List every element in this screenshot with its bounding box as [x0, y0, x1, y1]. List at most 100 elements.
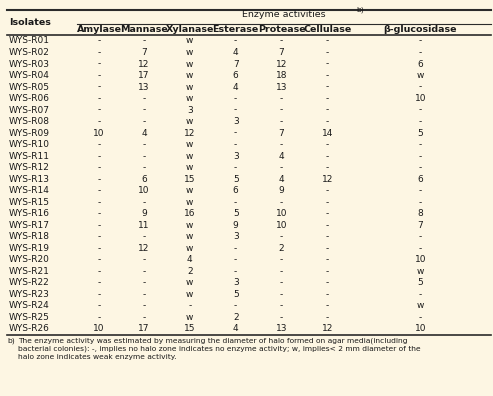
Text: 5: 5 — [418, 129, 423, 137]
Text: -: - — [280, 278, 283, 287]
Text: WYS-R25: WYS-R25 — [9, 313, 50, 322]
Text: -: - — [98, 186, 101, 195]
Text: 10: 10 — [94, 129, 105, 137]
Text: 17: 17 — [138, 71, 150, 80]
Text: -: - — [98, 278, 101, 287]
Text: 5: 5 — [418, 278, 423, 287]
Text: w: w — [186, 278, 193, 287]
Text: -: - — [234, 106, 237, 114]
Text: 2: 2 — [187, 267, 193, 276]
Text: w: w — [186, 59, 193, 69]
Text: 7: 7 — [418, 221, 423, 230]
Text: 18: 18 — [276, 71, 287, 80]
Text: w: w — [186, 221, 193, 230]
Text: 6: 6 — [233, 71, 239, 80]
Text: -: - — [98, 117, 101, 126]
Text: -: - — [98, 152, 101, 161]
Text: w: w — [186, 152, 193, 161]
Text: 5: 5 — [233, 290, 239, 299]
Text: 16: 16 — [184, 209, 196, 218]
Text: 12: 12 — [322, 175, 333, 184]
Text: -: - — [98, 163, 101, 172]
Text: -: - — [142, 198, 145, 207]
Text: WYS-R02: WYS-R02 — [9, 48, 50, 57]
Text: -: - — [280, 94, 283, 103]
Text: -: - — [234, 94, 237, 103]
Text: -: - — [98, 244, 101, 253]
Text: -: - — [98, 59, 101, 69]
Text: w: w — [417, 267, 424, 276]
Text: -: - — [326, 244, 329, 253]
Text: -: - — [419, 117, 422, 126]
Text: -: - — [326, 267, 329, 276]
Text: -: - — [98, 140, 101, 149]
Text: -: - — [234, 301, 237, 310]
Text: -: - — [98, 71, 101, 80]
Text: 10: 10 — [415, 94, 426, 103]
Text: b): b) — [356, 6, 364, 13]
Text: -: - — [234, 129, 237, 137]
Text: 3: 3 — [187, 106, 193, 114]
Text: w: w — [186, 71, 193, 80]
Text: w: w — [186, 117, 193, 126]
Text: 10: 10 — [415, 324, 426, 333]
Text: w: w — [186, 140, 193, 149]
Text: -: - — [234, 140, 237, 149]
Text: 9: 9 — [141, 209, 147, 218]
Text: -: - — [326, 278, 329, 287]
Text: -: - — [234, 198, 237, 207]
Text: w: w — [186, 82, 193, 91]
Text: 10: 10 — [138, 186, 150, 195]
Text: WYS-R06: WYS-R06 — [9, 94, 50, 103]
Text: 5: 5 — [233, 209, 239, 218]
Text: 2: 2 — [233, 313, 239, 322]
Text: -: - — [142, 232, 145, 241]
Text: -: - — [419, 82, 422, 91]
Text: WYS-R24: WYS-R24 — [9, 301, 50, 310]
Text: 3: 3 — [233, 232, 239, 241]
Text: WYS-R13: WYS-R13 — [9, 175, 50, 184]
Text: -: - — [280, 117, 283, 126]
Text: 7: 7 — [141, 48, 147, 57]
Text: 12: 12 — [276, 59, 287, 69]
Text: -: - — [280, 198, 283, 207]
Text: -: - — [280, 301, 283, 310]
Text: 13: 13 — [276, 82, 287, 91]
Text: 8: 8 — [418, 209, 423, 218]
Text: -: - — [419, 48, 422, 57]
Text: -: - — [142, 106, 145, 114]
Text: -: - — [419, 163, 422, 172]
Text: WYS-R08: WYS-R08 — [9, 117, 50, 126]
Text: -: - — [326, 94, 329, 103]
Text: -: - — [419, 140, 422, 149]
Text: 4: 4 — [233, 48, 239, 57]
Text: -: - — [326, 106, 329, 114]
Text: -: - — [98, 255, 101, 264]
Text: WYS-R12: WYS-R12 — [9, 163, 50, 172]
Text: w: w — [186, 232, 193, 241]
Text: -: - — [98, 232, 101, 241]
Text: 4: 4 — [141, 129, 147, 137]
Text: -: - — [326, 48, 329, 57]
Text: 12: 12 — [322, 324, 333, 333]
Text: 3: 3 — [233, 278, 239, 287]
Text: -: - — [326, 313, 329, 322]
Text: 6: 6 — [233, 186, 239, 195]
Text: -: - — [98, 106, 101, 114]
Text: WYS-R17: WYS-R17 — [9, 221, 50, 230]
Text: -: - — [419, 244, 422, 253]
Text: WYS-R15: WYS-R15 — [9, 198, 50, 207]
Text: w: w — [186, 186, 193, 195]
Text: WYS-R26: WYS-R26 — [9, 324, 50, 333]
Text: 6: 6 — [418, 175, 423, 184]
Text: -: - — [326, 36, 329, 46]
Text: -: - — [419, 290, 422, 299]
Text: Protease: Protease — [258, 25, 305, 34]
Text: 2: 2 — [279, 244, 284, 253]
Text: -: - — [326, 301, 329, 310]
Text: -: - — [419, 198, 422, 207]
Text: -: - — [326, 152, 329, 161]
Text: w: w — [417, 301, 424, 310]
Text: -: - — [326, 290, 329, 299]
Text: -: - — [326, 117, 329, 126]
